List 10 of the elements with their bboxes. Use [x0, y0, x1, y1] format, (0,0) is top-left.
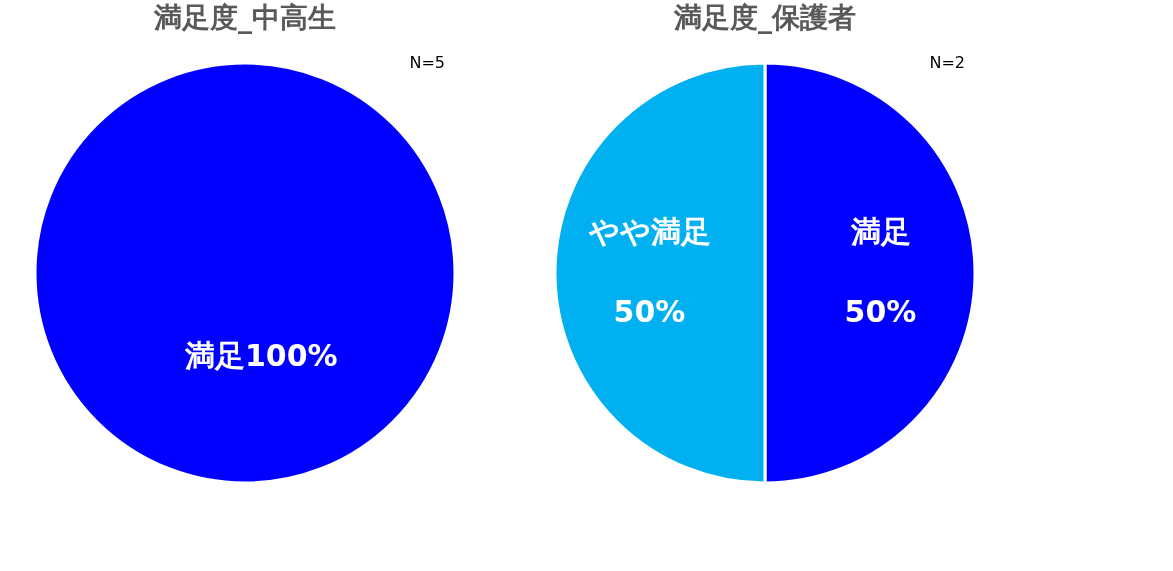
slice-label: 満足	[184, 338, 245, 373]
data-label: 50%	[613, 294, 686, 329]
text: N=5	[409, 53, 445, 72]
text: N=2	[929, 53, 965, 72]
data-label: 50%	[844, 294, 917, 329]
chart-title: 満足度_中高生	[153, 1, 336, 34]
slice-label: 満足	[849, 214, 911, 249]
data-label: 100%	[245, 338, 338, 373]
chart-title: 満足度_保護者	[673, 1, 856, 34]
slice-label: やや満足	[587, 214, 711, 249]
